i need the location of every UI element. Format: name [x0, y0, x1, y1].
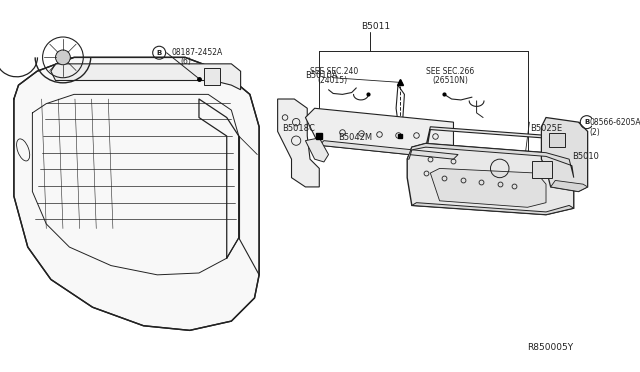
Text: B5018C: B5018C	[282, 124, 315, 133]
Text: B5011: B5011	[361, 22, 390, 31]
Text: B5010: B5010	[572, 152, 599, 161]
Polygon shape	[14, 57, 259, 330]
Bar	[204, 68, 220, 85]
Text: B5010A: B5010A	[305, 71, 338, 80]
Circle shape	[56, 50, 70, 65]
Text: (26510N): (26510N)	[432, 76, 468, 85]
Text: SEE SEC.240: SEE SEC.240	[310, 67, 358, 76]
Text: (6): (6)	[180, 58, 191, 67]
Polygon shape	[430, 169, 546, 207]
Polygon shape	[426, 127, 574, 159]
Polygon shape	[407, 144, 574, 178]
Text: B: B	[584, 119, 589, 125]
Text: B5025E: B5025E	[531, 124, 563, 133]
Text: SEE SEC.266: SEE SEC.266	[426, 67, 474, 76]
Text: (2): (2)	[589, 128, 600, 137]
Text: 08187-2452A: 08187-2452A	[172, 48, 223, 57]
Polygon shape	[412, 203, 574, 215]
Text: (24015): (24015)	[317, 76, 348, 85]
Bar	[532, 161, 552, 178]
Text: B5042M: B5042M	[338, 134, 372, 142]
Text: R850005Y: R850005Y	[527, 343, 573, 352]
Polygon shape	[51, 64, 241, 90]
Polygon shape	[407, 144, 574, 215]
Polygon shape	[278, 99, 319, 187]
Polygon shape	[541, 118, 588, 192]
Text: 08566-6205A: 08566-6205A	[589, 118, 640, 126]
Polygon shape	[319, 141, 458, 159]
Polygon shape	[305, 138, 328, 162]
Polygon shape	[550, 180, 588, 192]
Text: B: B	[157, 50, 162, 56]
Polygon shape	[305, 108, 454, 159]
Bar	[548, 133, 566, 147]
